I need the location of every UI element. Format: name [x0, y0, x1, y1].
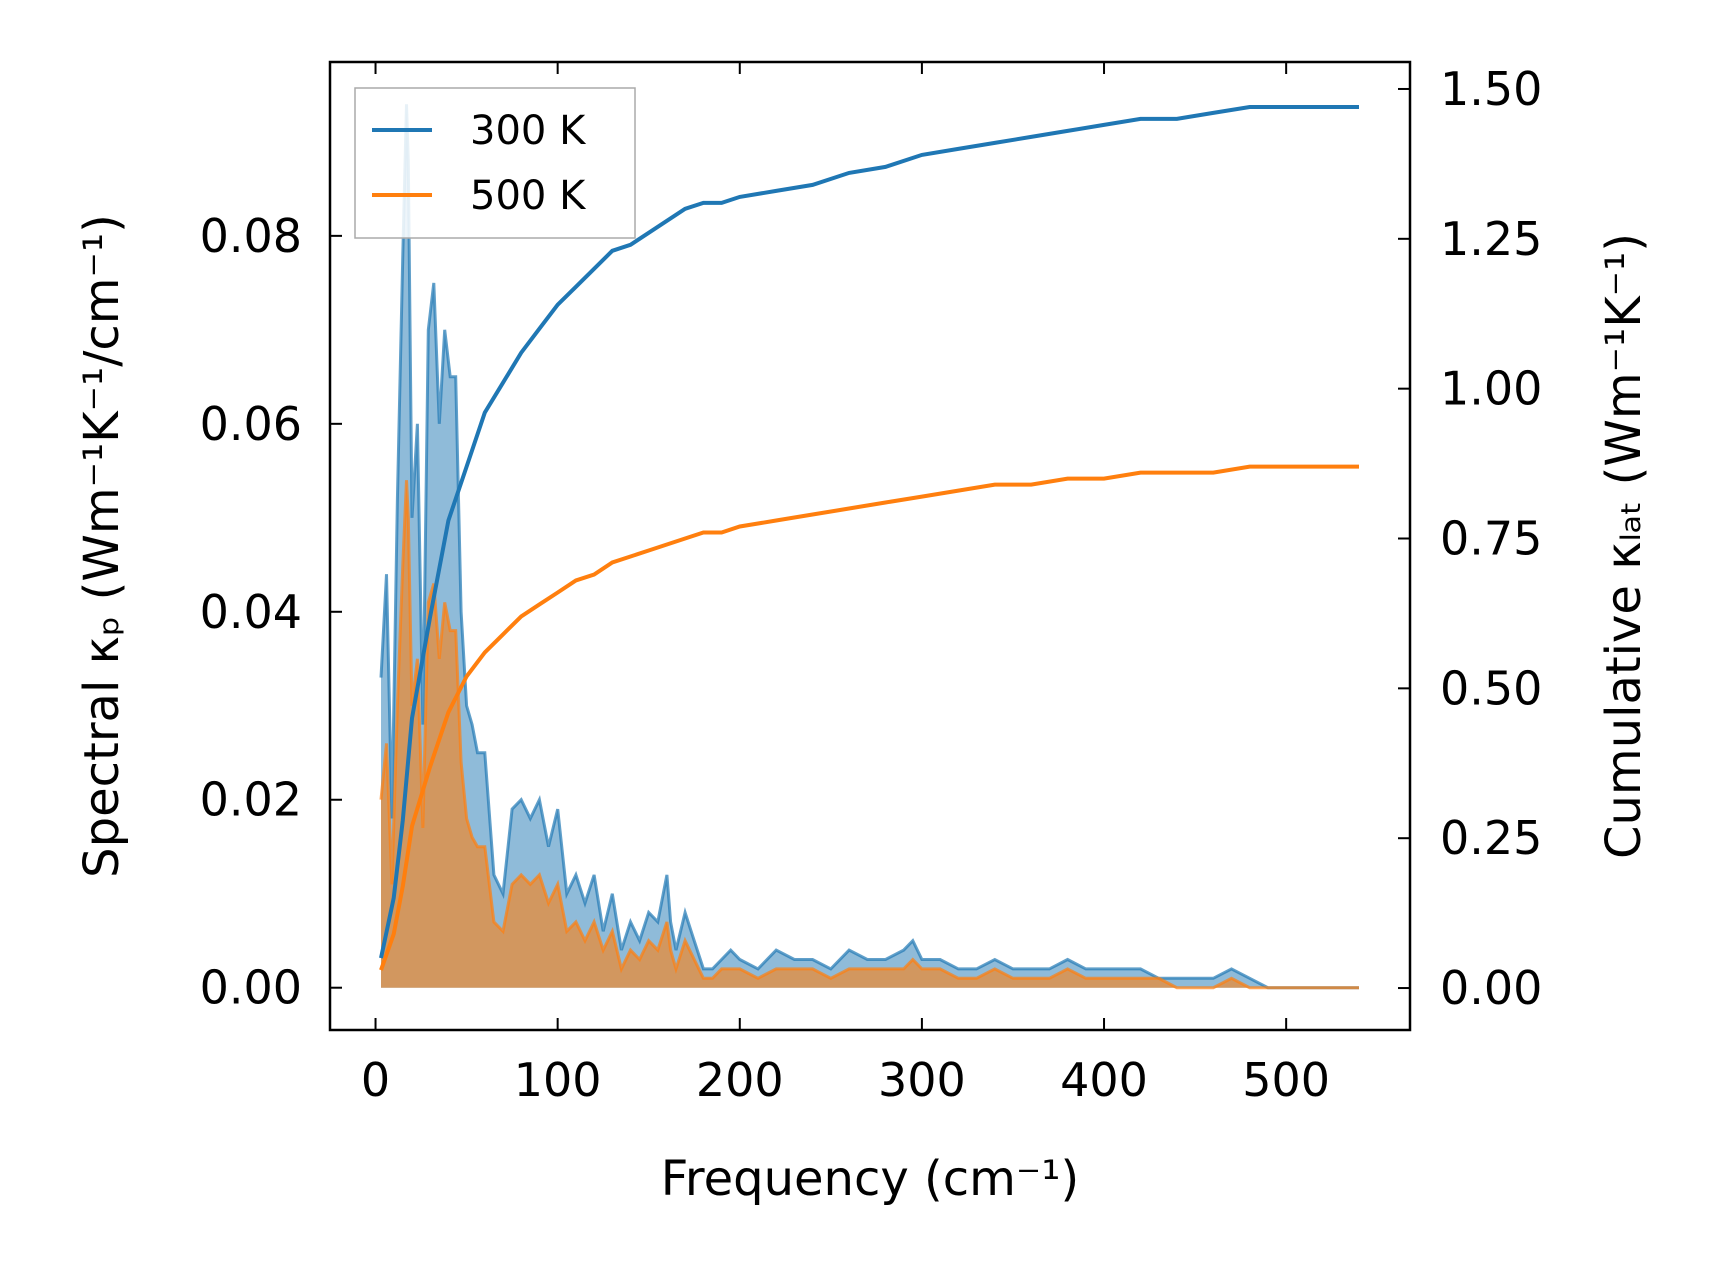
y-right-tick-label: 0.50: [1440, 661, 1542, 715]
y-right-tick-label: 1.25: [1440, 212, 1542, 266]
y-right-tick-label: 1.00: [1440, 362, 1542, 416]
y-right-tick-label: 0.00: [1440, 961, 1542, 1015]
cumulative-line-500k: [379, 464, 1359, 971]
x-tick-label: 400: [1060, 1053, 1148, 1107]
legend-label-300k: 300 K: [470, 108, 587, 154]
x-tick-label: 100: [514, 1053, 602, 1107]
y-left-tick-label: 0.06: [200, 397, 302, 451]
series-layer: [379, 104, 1359, 990]
x-tick-label: 500: [1242, 1053, 1330, 1107]
y-left-tick-label: 0.00: [200, 961, 302, 1015]
y-left-tick-label: 0.02: [200, 773, 302, 827]
y-left-tick-label: 0.08: [200, 209, 302, 263]
axes-layer: 0 100 200 300 400 500 0.00 0.02 0.04 0.06 0.08 0.00…: [200, 60, 1542, 1107]
plot-frame: [328, 60, 1412, 1032]
spectral-line-300k: [379, 104, 1359, 990]
cumulative-line-300k: [379, 105, 1359, 959]
y-left-tick-label: 0.04: [200, 585, 302, 639]
x-axis-label: Frequency (cm⁻¹): [661, 1151, 1079, 1207]
x-tick-label: 300: [878, 1053, 966, 1107]
x-tick-label: 200: [696, 1053, 784, 1107]
legend-label-500k: 500 K: [470, 173, 587, 219]
spectral-line-500k: [379, 480, 1359, 990]
y-right-tick-label: 1.50: [1440, 62, 1542, 116]
x-tick-label: 0: [361, 1053, 390, 1107]
y-left-axis-label: Spectral κₚ (Wm⁻¹K⁻¹/cm⁻¹): [74, 214, 130, 878]
legend-box: [354, 87, 636, 239]
spectral-area-500k: [381, 480, 1359, 988]
y-right-axis-label: Cumulative κₗₐₜ (Wm⁻¹K⁻¹): [1596, 233, 1652, 859]
legend: 300 K 500 K: [354, 87, 636, 239]
y-right-tick-label: 0.25: [1440, 811, 1542, 865]
y-right-tick-label: 0.75: [1440, 512, 1542, 566]
